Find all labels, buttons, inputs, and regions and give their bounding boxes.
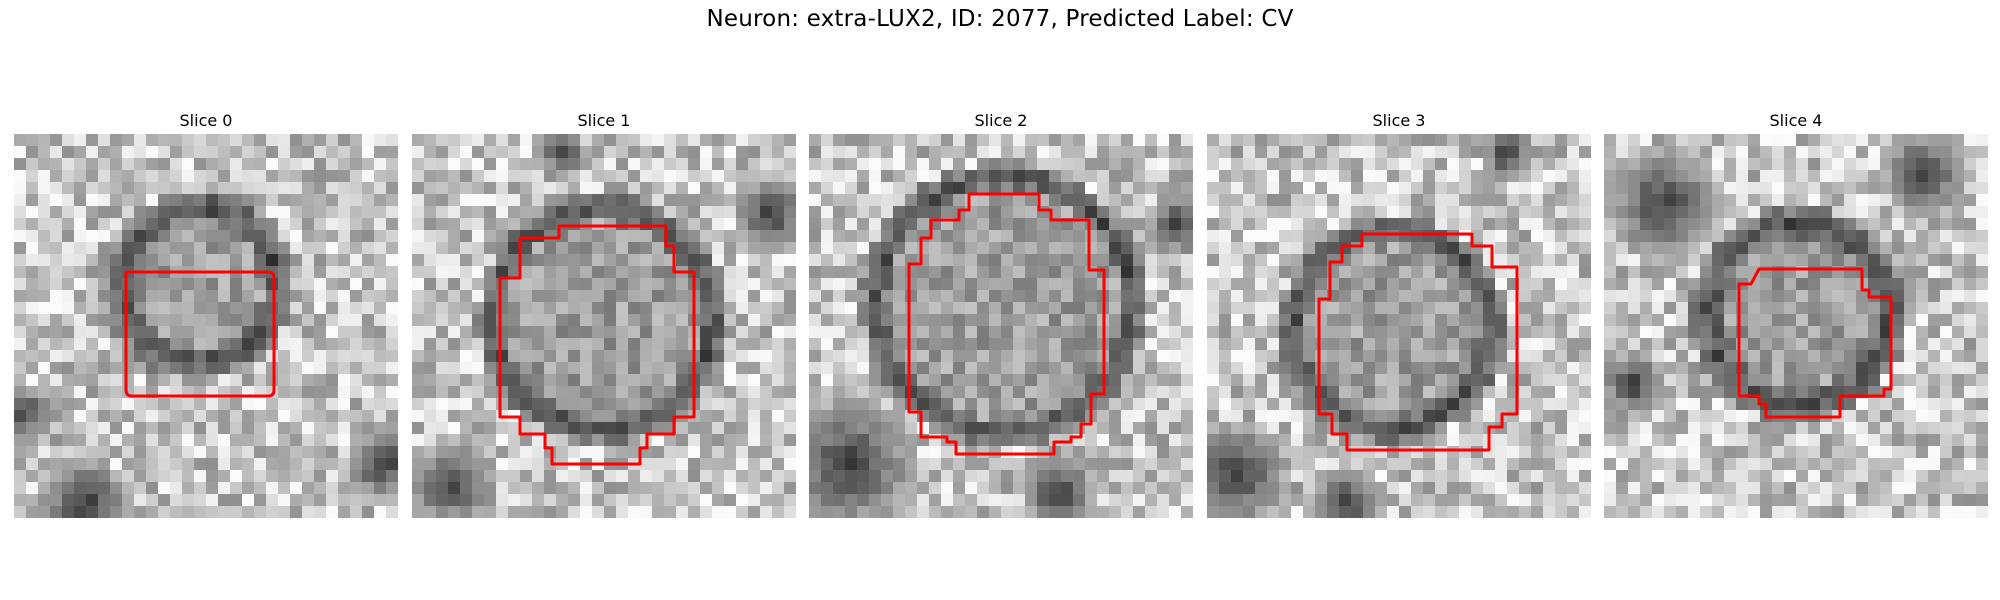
figure-title: Neuron: extra-LUX2, ID: 2077, Predicted … bbox=[706, 6, 1294, 32]
slice-3-contour bbox=[1317, 232, 1519, 452]
slice-4-image bbox=[1604, 134, 1988, 518]
slice-1-contour bbox=[498, 224, 696, 466]
slice-3-title: Slice 3 bbox=[1372, 111, 1426, 130]
slice-2-image bbox=[809, 134, 1193, 518]
slice-3-image bbox=[1207, 134, 1591, 518]
slice-4-contour bbox=[1737, 267, 1893, 419]
slice-2-title: Slice 2 bbox=[974, 111, 1028, 130]
slice-0-image bbox=[14, 134, 398, 518]
slice-0-contour bbox=[124, 270, 276, 398]
slice-1-image bbox=[412, 134, 796, 518]
slice-0-title: Slice 0 bbox=[179, 111, 233, 130]
slice-4-title: Slice 4 bbox=[1769, 111, 1823, 130]
slice-1-title: Slice 1 bbox=[577, 111, 631, 130]
slice-2-contour bbox=[907, 192, 1106, 456]
